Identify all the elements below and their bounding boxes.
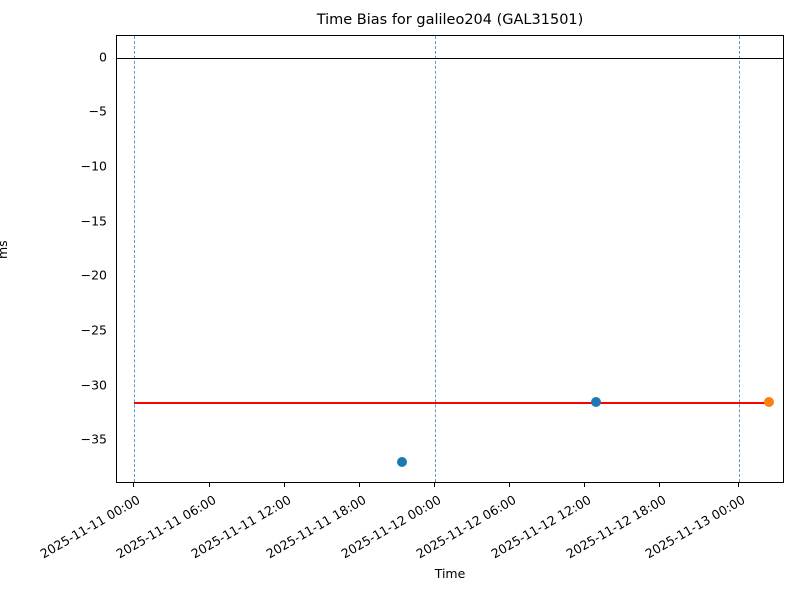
- data-point-marker: [764, 397, 774, 408]
- x-axis-tick-mark: [209, 483, 210, 487]
- x-axis-tick-mark: [738, 483, 739, 487]
- data-point-marker: [397, 457, 407, 468]
- y-axis-tick-label: −15: [80, 213, 107, 229]
- x-axis-tick-mark: [133, 483, 134, 487]
- mean-bias-line: [134, 402, 769, 405]
- x-axis-label: Time: [434, 566, 466, 581]
- y-axis-tick-label: −20: [80, 267, 107, 283]
- x-axis-tick-mark: [434, 483, 435, 487]
- y-axis-tick-label: −30: [80, 377, 107, 393]
- x-axis-tick-mark: [659, 483, 660, 487]
- x-axis-tick-mark: [284, 483, 285, 487]
- chart-title: Time Bias for galileo204 (GAL31501): [316, 12, 584, 28]
- y-axis-tick-label: −5: [88, 103, 107, 119]
- day-boundary-line: [134, 36, 135, 482]
- data-point-marker: [591, 397, 601, 408]
- x-axis-tick-mark: [584, 483, 585, 487]
- x-axis-tick-marks: [116, 483, 784, 487]
- y-axis-tick-label: 0: [99, 49, 107, 65]
- zero-reference-line: [117, 57, 783, 59]
- y-axis-tick-label: −10: [80, 158, 107, 174]
- plot-area: [116, 35, 784, 483]
- y-axis-tick-labels: 0 −5 −10 −15 −20 −25 −30 −35: [0, 35, 107, 483]
- x-axis-tick-mark: [359, 483, 360, 487]
- x-axis-tick-mark: [509, 483, 510, 487]
- day-boundary-line: [739, 36, 740, 482]
- day-boundary-line: [435, 36, 436, 482]
- y-axis-tick-label: −35: [80, 431, 107, 447]
- y-axis-tick-label: −25: [80, 322, 107, 338]
- x-axis-label-wrap: Time: [0, 566, 800, 581]
